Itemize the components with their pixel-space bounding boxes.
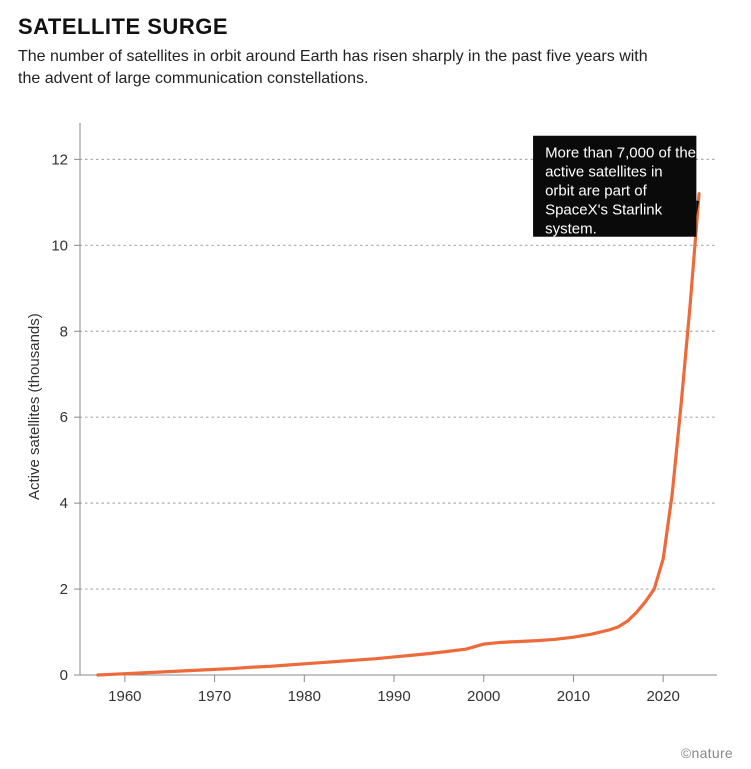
chart-area: 0 2 4 6 8 10 12 1960 1970 1980 1990 2000 2010 2020 Mor… [18,107,733,727]
y-tick-label: 0 [60,667,68,684]
x-tick-label: 1960 [108,688,141,705]
y-tick-label: 4 [60,495,68,512]
credit-label: ©nature [681,745,733,761]
x-tick-label: 2020 [646,688,679,705]
x-tick-label: 1970 [198,688,231,705]
data-line [98,194,699,675]
x-tick-label: 1980 [288,688,321,705]
y-tick-label: 8 [60,323,68,340]
y-tick-label: 6 [60,409,68,426]
chart-subtitle: The number of satellites in orbit around… [18,46,658,89]
y-tick-label: 10 [51,238,68,255]
x-tick-label: 2000 [467,688,500,705]
y-tick-label: 2 [60,581,68,598]
svg-text:orbit are part of: orbit are part of [545,183,648,200]
y-tick-label: 12 [51,152,68,169]
svg-text:SpaceX's Starlink: SpaceX's Starlink [545,202,663,219]
svg-text:active satellites in: active satellites in [545,164,663,181]
y-axis-label: Active satellites (thousands) [26,313,43,500]
callout: More than 7,000 of the active satellites … [533,136,699,238]
line-chart-svg: 0 2 4 6 8 10 12 1960 1970 1980 1990 2000 2010 2020 Mor… [18,107,733,727]
x-tick-label: 1990 [377,688,410,705]
svg-text:system.: system. [545,221,597,238]
x-tick-label: 2010 [557,688,590,705]
svg-text:More than 7,000 of the: More than 7,000 of the [545,145,696,162]
chart-title: SATELLITE SURGE [18,14,733,40]
